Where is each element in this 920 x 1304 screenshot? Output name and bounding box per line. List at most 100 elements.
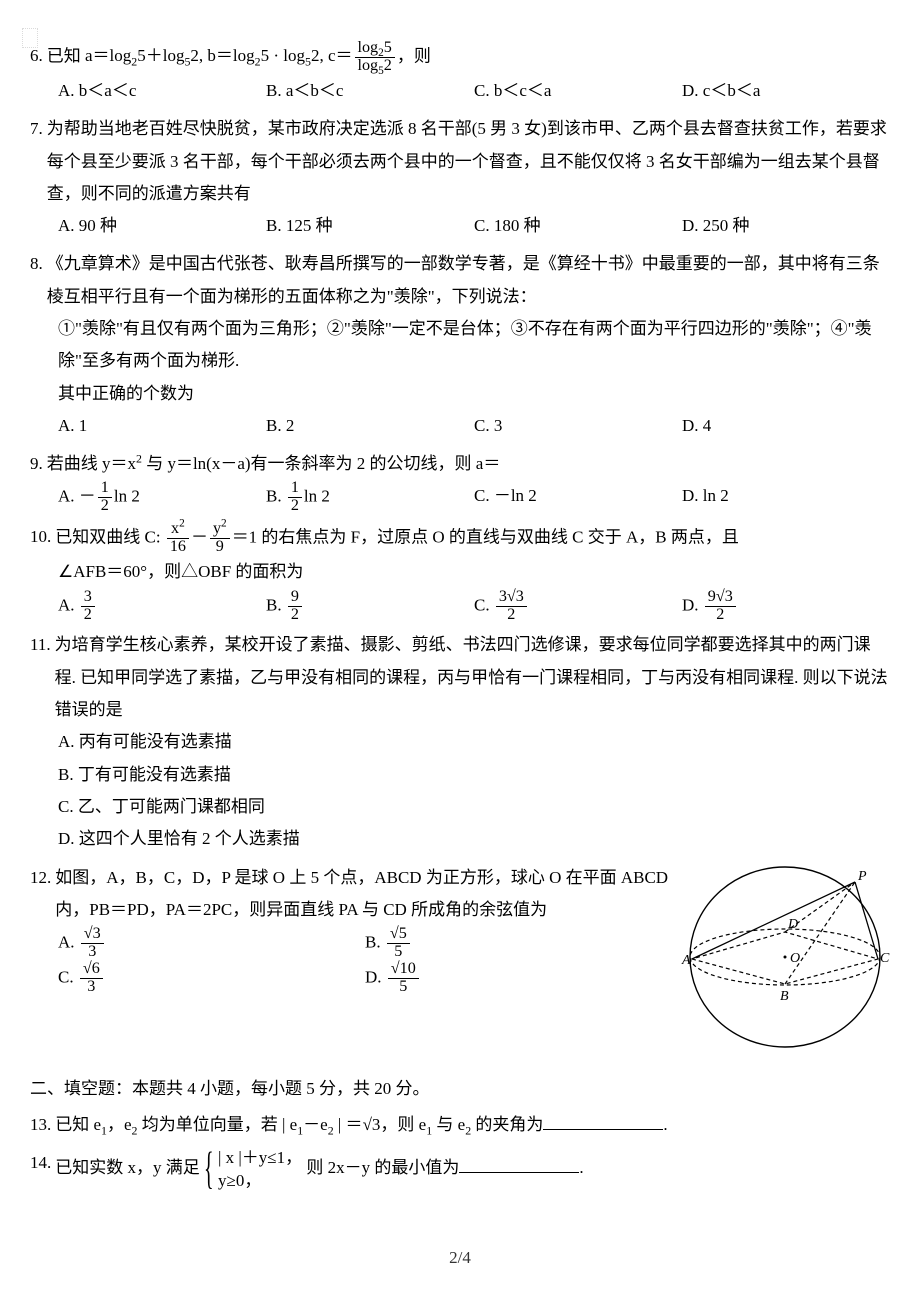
q9-b-post: ln 2 bbox=[304, 487, 330, 506]
section-2-heading: 二、填空题：本题共 4 小题，每小题 5 分，共 20 分。 bbox=[30, 1073, 890, 1105]
q13-e: | ＝ bbox=[334, 1115, 363, 1134]
q6-frac-den: log52 bbox=[355, 58, 395, 75]
question-11: 11. 为培育学生核心素养，某校开设了素描、摄影、剪纸、书法四门选修课，要求每位… bbox=[30, 629, 890, 855]
q13-blank bbox=[543, 1113, 663, 1130]
q10-b-pre: B. bbox=[266, 595, 286, 614]
q11-opt-c: C. 乙、丁可能两门课都相同 bbox=[58, 791, 890, 823]
q13-stem: 已知 e1，e2 均为单位向量，若 | e1－e2 | ＝√3，则 e1 与 e… bbox=[55, 1109, 890, 1141]
question-12: 12. 如图，A，B，C，D，P 是球 O 上 5 个点，ABCD 为正方形，球… bbox=[30, 862, 890, 1063]
q10-c-den: 2 bbox=[496, 607, 527, 624]
fig-label-o: O bbox=[790, 951, 800, 966]
fig-label-c: C bbox=[880, 951, 890, 966]
q13-d: －e bbox=[303, 1115, 328, 1134]
q13-sqrt3: √3 bbox=[363, 1115, 381, 1134]
q13-b: ，e bbox=[107, 1115, 132, 1134]
q9-a-pre: A. － bbox=[58, 487, 96, 506]
q10-a-num: 3 bbox=[81, 589, 95, 607]
q12-a-den: 3 bbox=[81, 944, 104, 961]
q6-opt-c: C. b＜c＜a bbox=[474, 75, 682, 107]
q13-h: 的夹角为 bbox=[471, 1115, 543, 1134]
q10-stem-c: ∠AFB＝60°，则△OBF 的面积为 bbox=[58, 556, 890, 588]
q12-d-num: √10 bbox=[388, 961, 419, 979]
q12-c-num: √6 bbox=[80, 961, 103, 979]
q10-options: A. 32 B. 92 C. 3√32 D. 9√32 bbox=[58, 589, 890, 624]
q12-a-pre: A. bbox=[58, 933, 79, 952]
q12-opt-d: D. √105 bbox=[365, 961, 672, 996]
q6-opt-b: B. a＜b＜c bbox=[266, 75, 474, 107]
q10-yden: 9 bbox=[210, 539, 230, 556]
q6-stem-a: 已知 bbox=[47, 46, 85, 65]
q6-options: A. b＜a＜c B. a＜b＜c C. b＜c＜a D. c＜b＜a bbox=[58, 75, 890, 107]
fig-label-b: B bbox=[780, 989, 789, 1004]
q14-system: | x |＋y≤1， y≥0， bbox=[204, 1147, 302, 1191]
q6-stem: 已知 a＝log25＋log52, b＝log25 · log52, c＝log… bbox=[47, 40, 890, 75]
q12-number: 12. bbox=[30, 862, 51, 894]
q14-a: 已知实数 x，y 满足 bbox=[55, 1158, 200, 1177]
q9-number: 9. bbox=[30, 448, 43, 480]
question-9: 9. 若曲线 y＝x 2 与 y＝ln(x－a)有一条斜率为 2 的公切线，则 a… bbox=[30, 448, 890, 515]
question-7: 7. 为帮助当地老百姓尽快脱贫，某市政府决定选派 8 名干部(5 男 3 女)到… bbox=[30, 113, 890, 242]
q9-a-num: 1 bbox=[98, 480, 112, 498]
q10-xden: 16 bbox=[167, 539, 189, 556]
q10-d-den: 2 bbox=[705, 607, 736, 624]
q14-b: 则 2x－y 的最小值为 bbox=[306, 1158, 459, 1177]
q9-opt-a: A. －12ln 2 bbox=[58, 480, 266, 515]
q13-c: 均为单位向量，若 | e bbox=[138, 1115, 298, 1134]
q12-figure: A B C D O P bbox=[680, 862, 890, 1063]
q12-b-num: √5 bbox=[387, 926, 410, 944]
q11-opt-b: B. 丁有可能没有选素描 bbox=[58, 759, 890, 791]
q8-number: 8. bbox=[30, 248, 43, 280]
q7-opt-c: C. 180 种 bbox=[474, 210, 682, 242]
q7-opt-b: B. 125 种 bbox=[266, 210, 474, 242]
q10-b-den: 2 bbox=[288, 607, 302, 624]
q7-stem: 为帮助当地老百姓尽快脱贫，某市政府决定选派 8 名干部(5 男 3 女)到该市甲… bbox=[47, 113, 890, 210]
q7-number: 7. bbox=[30, 113, 43, 145]
q12-c-pre: C. bbox=[58, 967, 78, 986]
q9-stem-b: 与 y＝ln(x－a)有一条斜率为 2 的公切线，则 a＝ bbox=[142, 454, 500, 473]
q12-b-pre: B. bbox=[365, 933, 385, 952]
sphere-diagram-icon: A B C D O P bbox=[680, 862, 890, 1052]
q14-period: . bbox=[579, 1158, 583, 1177]
fig-label-a: A bbox=[681, 953, 691, 968]
q12-options: A. √33 B. √55 C. √63 D. √105 bbox=[58, 926, 672, 996]
q11-stem: 为培育学生核心素养，某校开设了素描、摄影、剪纸、书法四门选修课，要求每位同学都要… bbox=[55, 629, 890, 726]
page-corner-icon bbox=[22, 28, 38, 48]
q6-opt-a: A. b＜a＜c bbox=[58, 75, 266, 107]
q8-opt-b: B. 2 bbox=[266, 410, 474, 442]
q12-opt-a: A. √33 bbox=[58, 926, 365, 961]
q9-b-den: 2 bbox=[288, 498, 302, 515]
q14-number: 14. bbox=[30, 1147, 51, 1179]
q10-stem-b: ＝1 的右焦点为 F，过原点 O 的直线与双曲线 C 交于 A，B 两点，且 bbox=[232, 528, 739, 547]
q11-opt-d: D. 这四个人里恰有 2 个人选素描 bbox=[58, 823, 890, 855]
q7-opt-d: D. 250 种 bbox=[682, 210, 890, 242]
q10-a-den: 2 bbox=[81, 607, 95, 624]
question-14: 14. 已知实数 x，y 满足 | x |＋y≤1， y≥0， 则 2x－y 的… bbox=[30, 1147, 890, 1191]
q14-row2: y≥0， bbox=[218, 1170, 302, 1192]
q10-number: 10. bbox=[30, 521, 51, 553]
q12-opt-c: C. √63 bbox=[58, 961, 365, 996]
q8-opt-a: A. 1 bbox=[58, 410, 266, 442]
q9-a-den: 2 bbox=[98, 498, 112, 515]
q8-stem: 《九章算术》是中国古代张苍、耿寿昌所撰写的一部数学专著，是《算经十书》中最重要的… bbox=[47, 248, 890, 313]
q10-opt-a: A. 32 bbox=[58, 589, 266, 624]
q10-stem: 已知双曲线 C: x216－y29＝1 的右焦点为 F，过原点 O 的直线与双曲… bbox=[55, 521, 890, 556]
q6-expr: a＝log25＋log52, b＝log25 · log52, c＝ bbox=[85, 46, 353, 65]
q11-number: 11. bbox=[30, 629, 51, 661]
q10-minus: － bbox=[191, 528, 208, 547]
q10-ynum: y2 bbox=[210, 521, 230, 539]
q11-opt-a: A. 丙有可能没有选素描 bbox=[58, 726, 890, 758]
question-6: 6. 已知 a＝log25＋log52, b＝log25 · log52, c＝… bbox=[30, 40, 890, 107]
question-8: 8. 《九章算术》是中国古代张苍、耿寿昌所撰写的一部数学专著，是《算经十书》中最… bbox=[30, 248, 890, 442]
q12-stem: 如图，A，B，C，D，P 是球 O 上 5 个点，ABCD 为正方形，球心 O … bbox=[55, 862, 672, 927]
q9-stem-a: 若曲线 y＝x bbox=[47, 454, 136, 473]
q9-opt-b: B. 12ln 2 bbox=[266, 480, 474, 515]
q9-b-pre: B. bbox=[266, 487, 286, 506]
q13-f: ，则 e bbox=[380, 1115, 426, 1134]
q13-a: 已知 e bbox=[55, 1115, 101, 1134]
q10-opt-b: B. 92 bbox=[266, 589, 474, 624]
q9-b-num: 1 bbox=[288, 480, 302, 498]
q10-c-num: 3√3 bbox=[496, 589, 527, 607]
q10-stem-a: 已知双曲线 C: bbox=[55, 528, 165, 547]
question-10: 10. 已知双曲线 C: x216－y29＝1 的右焦点为 F，过原点 O 的直… bbox=[30, 521, 890, 623]
q10-d-num: 9√3 bbox=[705, 589, 736, 607]
